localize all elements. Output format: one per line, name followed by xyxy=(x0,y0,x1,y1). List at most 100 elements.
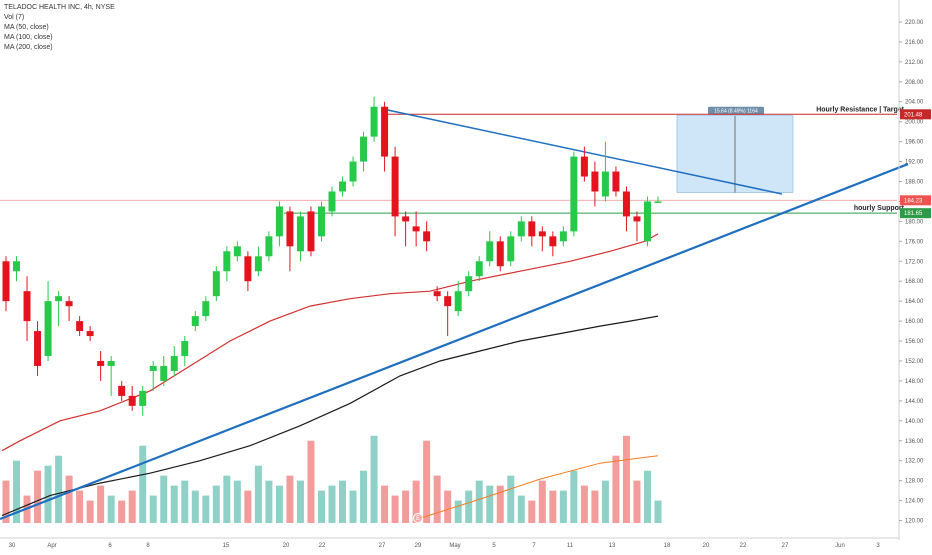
measure-box: 15.64 (8.49%) 1164 xyxy=(677,107,793,193)
y-tick-label: 160.00 xyxy=(905,319,924,325)
candle-body xyxy=(539,231,546,236)
legend-ma200: MA (200, close) xyxy=(4,43,115,53)
x-tick-label: 20 xyxy=(283,543,290,549)
candle-body xyxy=(286,211,293,246)
volume-bar xyxy=(591,491,598,523)
candle-body xyxy=(234,246,241,256)
volume-ma-line xyxy=(418,456,658,519)
volume-bar xyxy=(602,481,609,523)
candle-body xyxy=(497,241,504,266)
legend-ma50: MA (50, close) xyxy=(4,23,115,33)
candle-body xyxy=(255,256,262,271)
candle-body xyxy=(297,216,304,251)
y-tick-label: 172.00 xyxy=(905,259,924,265)
candle-body xyxy=(413,226,420,231)
current-price-tag: 184.23 xyxy=(904,198,923,204)
candle-body xyxy=(244,256,251,281)
candle-body xyxy=(34,331,41,366)
y-tick-label: 156.00 xyxy=(905,339,924,345)
volume-bar xyxy=(329,486,336,523)
volume-bar xyxy=(234,481,241,523)
candle-body xyxy=(612,172,619,192)
x-tick-label: Jun xyxy=(835,543,845,549)
candle-body xyxy=(581,157,588,177)
candle-body xyxy=(339,182,346,192)
volume-bar xyxy=(371,436,378,523)
volume-bar xyxy=(192,491,199,523)
candle-body xyxy=(434,291,441,296)
volume-bar xyxy=(465,491,472,523)
volume-bar xyxy=(549,491,556,523)
candle-body xyxy=(76,321,83,331)
candle-body xyxy=(518,221,525,236)
volume-bar xyxy=(244,491,251,523)
volume-bar xyxy=(76,491,83,523)
volume-bar xyxy=(118,501,125,523)
x-tick-label: 15 xyxy=(223,543,230,549)
support-price-tag: 181.65 xyxy=(904,211,923,217)
candle-body xyxy=(129,396,136,406)
candle-body xyxy=(560,231,567,241)
x-tick-label: 22 xyxy=(319,543,326,549)
volume-bar xyxy=(339,481,346,523)
candle-body xyxy=(181,341,188,356)
x-tick-label: 22 xyxy=(740,543,747,549)
volume-bar xyxy=(286,476,293,523)
y-tick-label: 128.00 xyxy=(905,479,924,485)
y-tick-label: 144.00 xyxy=(905,399,924,405)
candle-body xyxy=(602,172,609,197)
volume-bar xyxy=(423,441,430,523)
volume-bar xyxy=(213,486,220,523)
y-tick-label: 168.00 xyxy=(905,279,924,285)
x-tick-label: 11 xyxy=(567,543,574,549)
y-tick-label: 200.00 xyxy=(905,120,924,126)
candle-body xyxy=(633,216,640,221)
candle-body xyxy=(591,172,598,192)
x-tick-label: 7 xyxy=(532,543,536,549)
candle-body xyxy=(655,201,662,203)
candle-body xyxy=(118,386,125,396)
volume-bar xyxy=(507,476,514,523)
y-tick-label: 140.00 xyxy=(905,419,924,425)
support-label: hourly Support xyxy=(854,205,905,212)
volume-bar xyxy=(181,481,188,523)
volume-bar xyxy=(45,466,52,523)
y-tick-label: 216.00 xyxy=(905,40,924,46)
volume-bar xyxy=(139,446,146,523)
chart-legend: TELADOC HEALTH INC, 4h, NYSE Vol (7) MA … xyxy=(4,3,115,53)
candle-body xyxy=(476,261,483,276)
volume-bar xyxy=(539,481,546,523)
candle-body xyxy=(455,291,462,311)
candle-body xyxy=(528,221,535,236)
candle-body xyxy=(192,316,199,326)
volume-bar xyxy=(87,501,94,523)
candle-body xyxy=(139,391,146,406)
candle-body xyxy=(350,162,357,182)
x-tick-label: 3 xyxy=(876,543,880,549)
candle-body xyxy=(265,236,272,256)
x-tick-label: 29 xyxy=(415,543,422,549)
y-tick-label: 220.00 xyxy=(905,20,924,26)
volume-bar xyxy=(318,491,325,523)
candle-body xyxy=(276,206,283,236)
y-tick-label: 152.00 xyxy=(905,359,924,365)
volume-bar xyxy=(255,466,262,523)
x-tick-label: 27 xyxy=(782,543,789,549)
candle-body xyxy=(329,191,336,211)
volume-bar xyxy=(644,471,651,523)
earnings-marker-label: E xyxy=(416,516,420,522)
candle-body xyxy=(160,366,167,381)
volume-bar xyxy=(633,481,640,523)
volume-bar xyxy=(612,456,619,523)
candle-body xyxy=(307,211,314,251)
candle-body xyxy=(24,291,31,321)
candle-body xyxy=(55,296,62,301)
volume-bar xyxy=(434,476,441,523)
candle-body xyxy=(486,241,493,261)
y-tick-label: 176.00 xyxy=(905,239,924,245)
volume-bar xyxy=(223,476,230,523)
candle-body xyxy=(97,361,104,366)
volume-bar xyxy=(560,491,567,523)
